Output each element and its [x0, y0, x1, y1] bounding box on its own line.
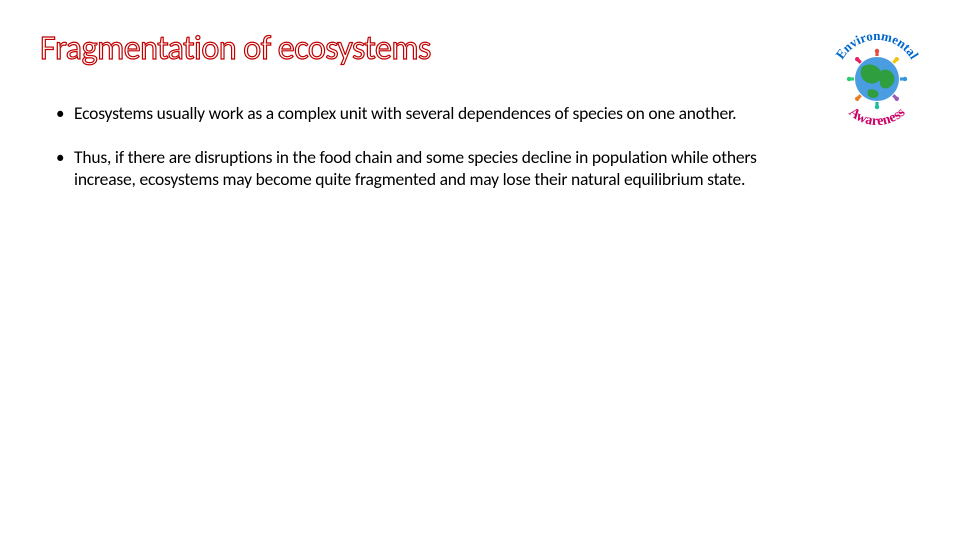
bullet-item: Thus, if there are disruptions in the fo… [74, 147, 800, 191]
slide-container: Fragmentation of ecosystems Ecosystems u… [0, 0, 960, 540]
bullet-item: Ecosystems usually work as a complex uni… [74, 103, 800, 125]
slide-title: Fragmentation of ecosystems [40, 28, 920, 69]
bullet-list: Ecosystems usually work as a complex uni… [40, 103, 800, 191]
logo-top-text: Environmental [832, 28, 922, 62]
environmental-awareness-logo: Environmental Awareness [822, 22, 932, 132]
